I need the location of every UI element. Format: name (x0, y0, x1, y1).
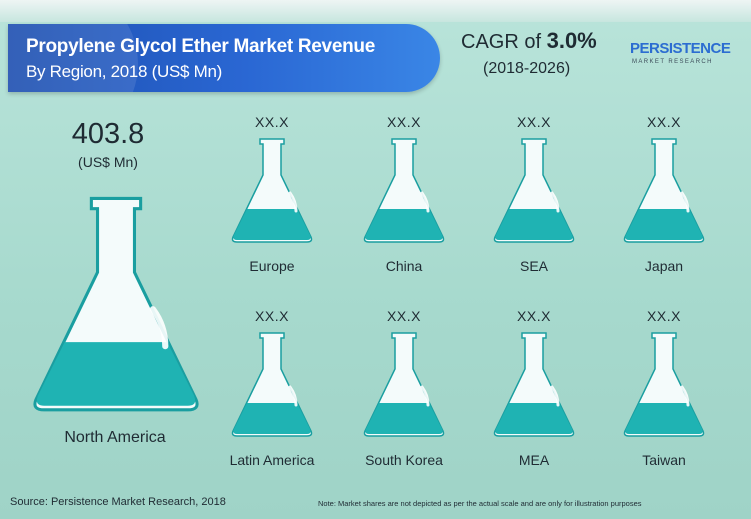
region-value: XX.X (517, 308, 551, 324)
region-card: XX.X Taiwan (604, 308, 724, 478)
flask-icon (363, 332, 445, 437)
featured-region-label: North America (64, 429, 166, 446)
flask-icon (623, 138, 705, 243)
cagr-period: (2018-2026) (483, 60, 571, 77)
featured-value: 403.8 (71, 118, 145, 150)
region-label: Taiwan (642, 452, 686, 468)
region-label: SEA (519, 258, 548, 274)
region-card: XX.X China (344, 114, 464, 284)
cagr-prefix: CAGR of (461, 31, 542, 53)
region-card: XX.X South Korea (344, 308, 464, 478)
chart-title: Propylene Glycol Ether Market Revenue (26, 36, 375, 57)
region-label: China (385, 258, 423, 274)
region-value: XX.X (647, 114, 681, 130)
top-band (0, 0, 751, 22)
source-note: Source: Persistence Market Research, 201… (10, 496, 226, 508)
flask-icon (493, 332, 575, 437)
region-card: XX.X Japan (604, 114, 724, 284)
region-value: XX.X (387, 308, 421, 324)
region-value: XX.X (255, 308, 289, 324)
region-label: Latin America (229, 452, 315, 468)
brand-logo: PERSISTENCE MARKET RESEARCH (630, 40, 735, 74)
chart-subtitle: By Region, 2018 (US$ Mn) (26, 62, 222, 81)
region-value: XX.X (387, 114, 421, 130)
region-card: XX.X MEA (474, 308, 594, 478)
region-card: XX.X SEA (474, 114, 594, 284)
region-label: MEA (518, 452, 550, 468)
region-value: XX.X (517, 114, 551, 130)
flask-icon (493, 138, 575, 243)
featured-flask-icon (33, 196, 199, 412)
flask-icon (363, 138, 445, 243)
region-label: Europe (249, 258, 295, 274)
cagr-label: CAGR of 3.0% (461, 28, 597, 54)
region-label: South Korea (365, 452, 443, 468)
region-card: XX.X Europe (212, 114, 332, 284)
flask-icon (623, 332, 705, 437)
region-label: Japan (644, 258, 684, 274)
region-card: XX.X Latin America (212, 308, 332, 478)
disclaimer-note: Note: Market shares are not depicted as … (318, 499, 642, 508)
logo-wordmark: PERSISTENCE (630, 40, 731, 57)
region-value: XX.X (255, 114, 289, 130)
title-banner: Propylene Glycol Ether Market Revenue By… (8, 24, 440, 92)
featured-unit: (US$ Mn) (78, 154, 138, 170)
flask-icon (231, 332, 313, 437)
flask-icon (231, 138, 313, 243)
region-value: XX.X (647, 308, 681, 324)
cagr-value: 3.0% (546, 28, 597, 53)
logo-tagline: MARKET RESEARCH (632, 59, 713, 65)
